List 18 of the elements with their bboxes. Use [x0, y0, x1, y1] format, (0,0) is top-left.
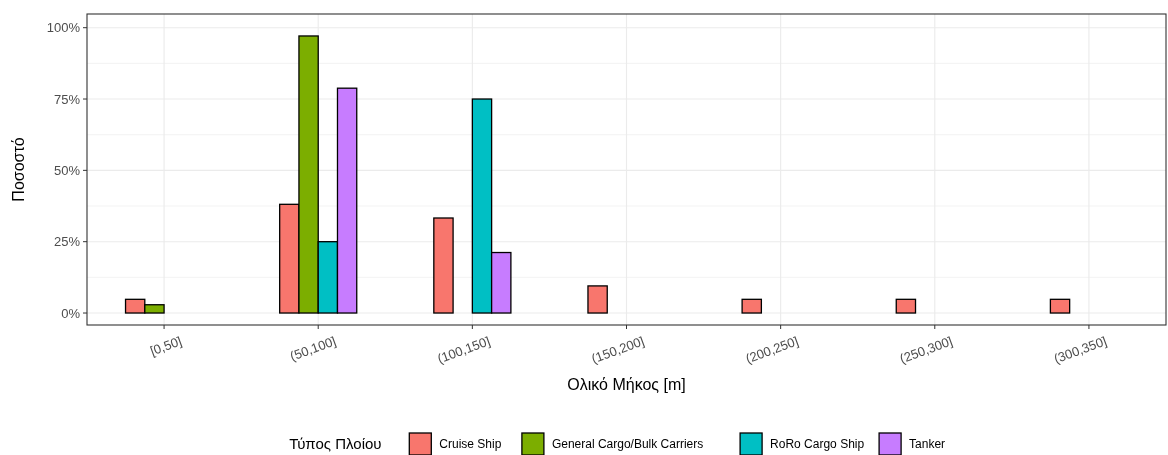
- bar: [1049, 298, 1071, 314]
- y-tick-label: 25%: [53, 234, 81, 250]
- y-axis-title: Ποσοστό: [10, 137, 27, 202]
- legend-label: General Cargo/Bulk Carriers: [551, 437, 704, 452]
- x-tick-label: [0,50]: [148, 333, 184, 359]
- bar: [741, 298, 763, 314]
- bar: [433, 217, 454, 314]
- bar: [587, 285, 608, 314]
- legend-label: Cruise Ship: [439, 437, 502, 452]
- y-tick-label: 100%: [46, 20, 81, 36]
- y-tick-label: 50%: [53, 162, 81, 178]
- y-tick-label: 75%: [53, 91, 81, 107]
- y-tick-label: 0%: [61, 305, 81, 321]
- legend-label: Tanker: [909, 437, 946, 452]
- legend-label: RoRo Cargo Ship: [770, 437, 865, 452]
- x-axis-title: Ολικό Μήκος [m]: [567, 376, 686, 393]
- legend-title: Τύπος Πλοίου: [289, 435, 382, 453]
- bar: [895, 298, 917, 314]
